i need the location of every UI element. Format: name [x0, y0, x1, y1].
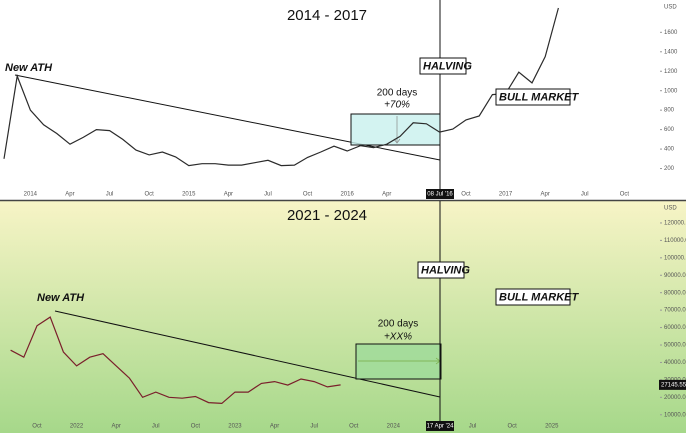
y-tick-label: 1200 — [664, 69, 678, 75]
x-tick-label: 2016 — [340, 192, 354, 198]
annotation: 200 days — [378, 319, 419, 330]
arrow — [393, 138, 401, 144]
price-line — [10, 316, 341, 405]
panel-title: 2014 - 2017 — [287, 7, 367, 24]
x-tick-label: Apr — [111, 424, 120, 430]
label-box — [495, 88, 571, 106]
x-tick-label: 2015 — [182, 192, 196, 198]
price-line — [3, 7, 559, 167]
annotation: +XX% — [384, 332, 412, 343]
x-tick-label: 2023 — [228, 424, 242, 430]
y-tick-label: 1000 — [664, 88, 678, 94]
x-tick-label: Oct — [191, 424, 201, 430]
y-tick-label: 200 — [664, 166, 675, 172]
annotation: New ATH — [5, 62, 53, 74]
x-tick-label: Oct — [303, 192, 313, 198]
x-tick-label: Jul — [581, 192, 589, 198]
x-tick-label: 2014 — [24, 192, 38, 198]
y-tick-label: 80000.00 — [664, 290, 686, 296]
annotation: +70% — [384, 100, 410, 111]
annotation: BULL MARKET — [499, 291, 580, 303]
y-axis-unit: USD — [664, 5, 677, 11]
x-tick-label: Apr — [270, 424, 279, 430]
y-tick-label: 600 — [664, 127, 675, 133]
x-tick-label: Apr — [65, 192, 74, 198]
y-tick-label: 120000.00 — [664, 221, 686, 227]
price-box — [659, 379, 686, 390]
x-tick-label: Jul — [310, 424, 318, 430]
y-axis-unit: USD — [664, 206, 677, 212]
y-tick-label: 90000.00 — [664, 273, 686, 279]
x-tick-label: 2024 — [387, 424, 401, 430]
x-tick-label: Apr — [224, 192, 233, 198]
x-tick-label: Jul — [152, 424, 160, 430]
x-tick-label: Oct — [461, 192, 471, 198]
x-tick-label: 2025 — [545, 424, 559, 430]
label-box — [495, 288, 571, 306]
panel-title: 2021 - 2024 — [287, 207, 367, 224]
y-tick-label: 20000.00 — [664, 395, 686, 401]
x-tick-label: Apr — [540, 192, 549, 198]
y-tick-label: 60000.00 — [664, 325, 686, 331]
x-tick-label: Oct — [144, 192, 154, 198]
x-tick-label: Oct — [620, 192, 630, 198]
y-tick-label: 400 — [664, 147, 675, 153]
halving-date: 17 Apr '24 — [427, 424, 454, 430]
x-tick-label: Oct — [349, 424, 359, 430]
annotation: HALVING — [421, 264, 470, 276]
y-tick-label: 10000.00 — [664, 412, 686, 418]
x-tick-label: Apr — [382, 192, 391, 198]
y-tick-label: 800 — [664, 108, 675, 114]
label-box — [417, 261, 465, 279]
annotation: HALVING — [423, 60, 472, 72]
trend-line — [54, 310, 441, 398]
date-box — [426, 421, 454, 431]
trend-line — [14, 74, 441, 161]
y-tick-label: 100000.00 — [664, 255, 686, 261]
y-tick-label: 40000.00 — [664, 360, 686, 366]
y-tick-label: 70000.00 — [664, 308, 686, 314]
label-box — [419, 57, 467, 75]
x-tick-label: Jul — [264, 192, 272, 198]
halving-date: 08 Jul '16 — [427, 192, 453, 198]
panel-bg — [0, 0, 686, 200]
y-tick-label: 50000.00 — [664, 343, 686, 349]
x-tick-label: Oct — [32, 424, 42, 430]
date-box — [426, 189, 454, 199]
x-tick-label: Jul — [469, 424, 477, 430]
y-tick-label: 1600 — [664, 30, 678, 36]
annotation: 200 days — [377, 88, 418, 99]
y-tick-label: 110000.00 — [664, 238, 686, 244]
annotation: New ATH — [37, 292, 85, 304]
x-tick-label: Jul — [106, 192, 114, 198]
panel-bg — [0, 201, 686, 433]
range-box — [350, 113, 441, 146]
y-tick-label: 1400 — [664, 49, 678, 55]
x-tick-label: Oct — [507, 424, 517, 430]
last-price: 27145.55 — [661, 382, 686, 388]
x-tick-label: 2022 — [70, 424, 84, 430]
range-box — [355, 343, 442, 380]
annotation: BULL MARKET — [499, 91, 580, 103]
x-tick-label: 2017 — [499, 192, 513, 198]
